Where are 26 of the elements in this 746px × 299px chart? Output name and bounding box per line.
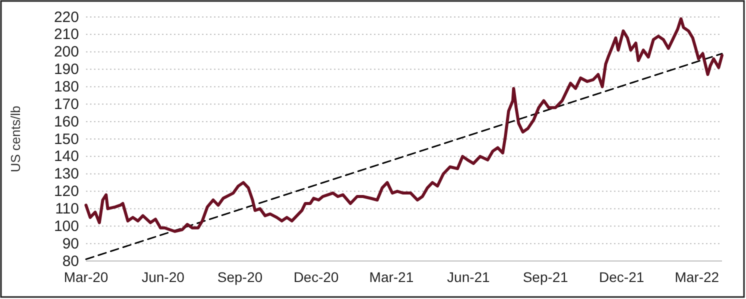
y-tick-label: 120 <box>54 183 79 200</box>
x-tick-label: Jun-21 <box>447 269 490 286</box>
x-tick-label: Mar-22 <box>674 269 720 286</box>
x-tick-label: Mar-20 <box>64 269 108 286</box>
x-tick-label: Dec-21 <box>599 269 644 286</box>
y-tick-label: 190 <box>54 61 79 78</box>
y-tick-label: 200 <box>54 44 79 61</box>
y-tick-label: 100 <box>54 218 79 235</box>
x-tick-label: Mar-21 <box>369 269 414 286</box>
y-tick-label: 170 <box>54 96 79 113</box>
y-tick-label: 90 <box>62 235 79 252</box>
y-tick-label: 150 <box>54 130 79 148</box>
y-axis-title: US cents/lb <box>8 106 23 172</box>
x-tick-label: Jun-20 <box>142 269 185 286</box>
y-tick-label: 140 <box>54 148 79 166</box>
y-tick-label: 180 <box>54 78 79 96</box>
y-tick-label: 110 <box>55 200 79 218</box>
y-tick-label: 80 <box>62 252 79 270</box>
line-series <box>84 17 724 233</box>
y-tick-label: 160 <box>54 113 79 130</box>
y-tick-label: 130 <box>54 166 79 183</box>
y-tick-label: 220 <box>54 8 79 26</box>
x-tick-label: Dec-20 <box>294 269 339 286</box>
x-tick-label: Sep-21 <box>522 269 568 286</box>
x-tick-label: Sep-20 <box>217 269 263 286</box>
y-tick-label: 210 <box>54 26 79 44</box>
